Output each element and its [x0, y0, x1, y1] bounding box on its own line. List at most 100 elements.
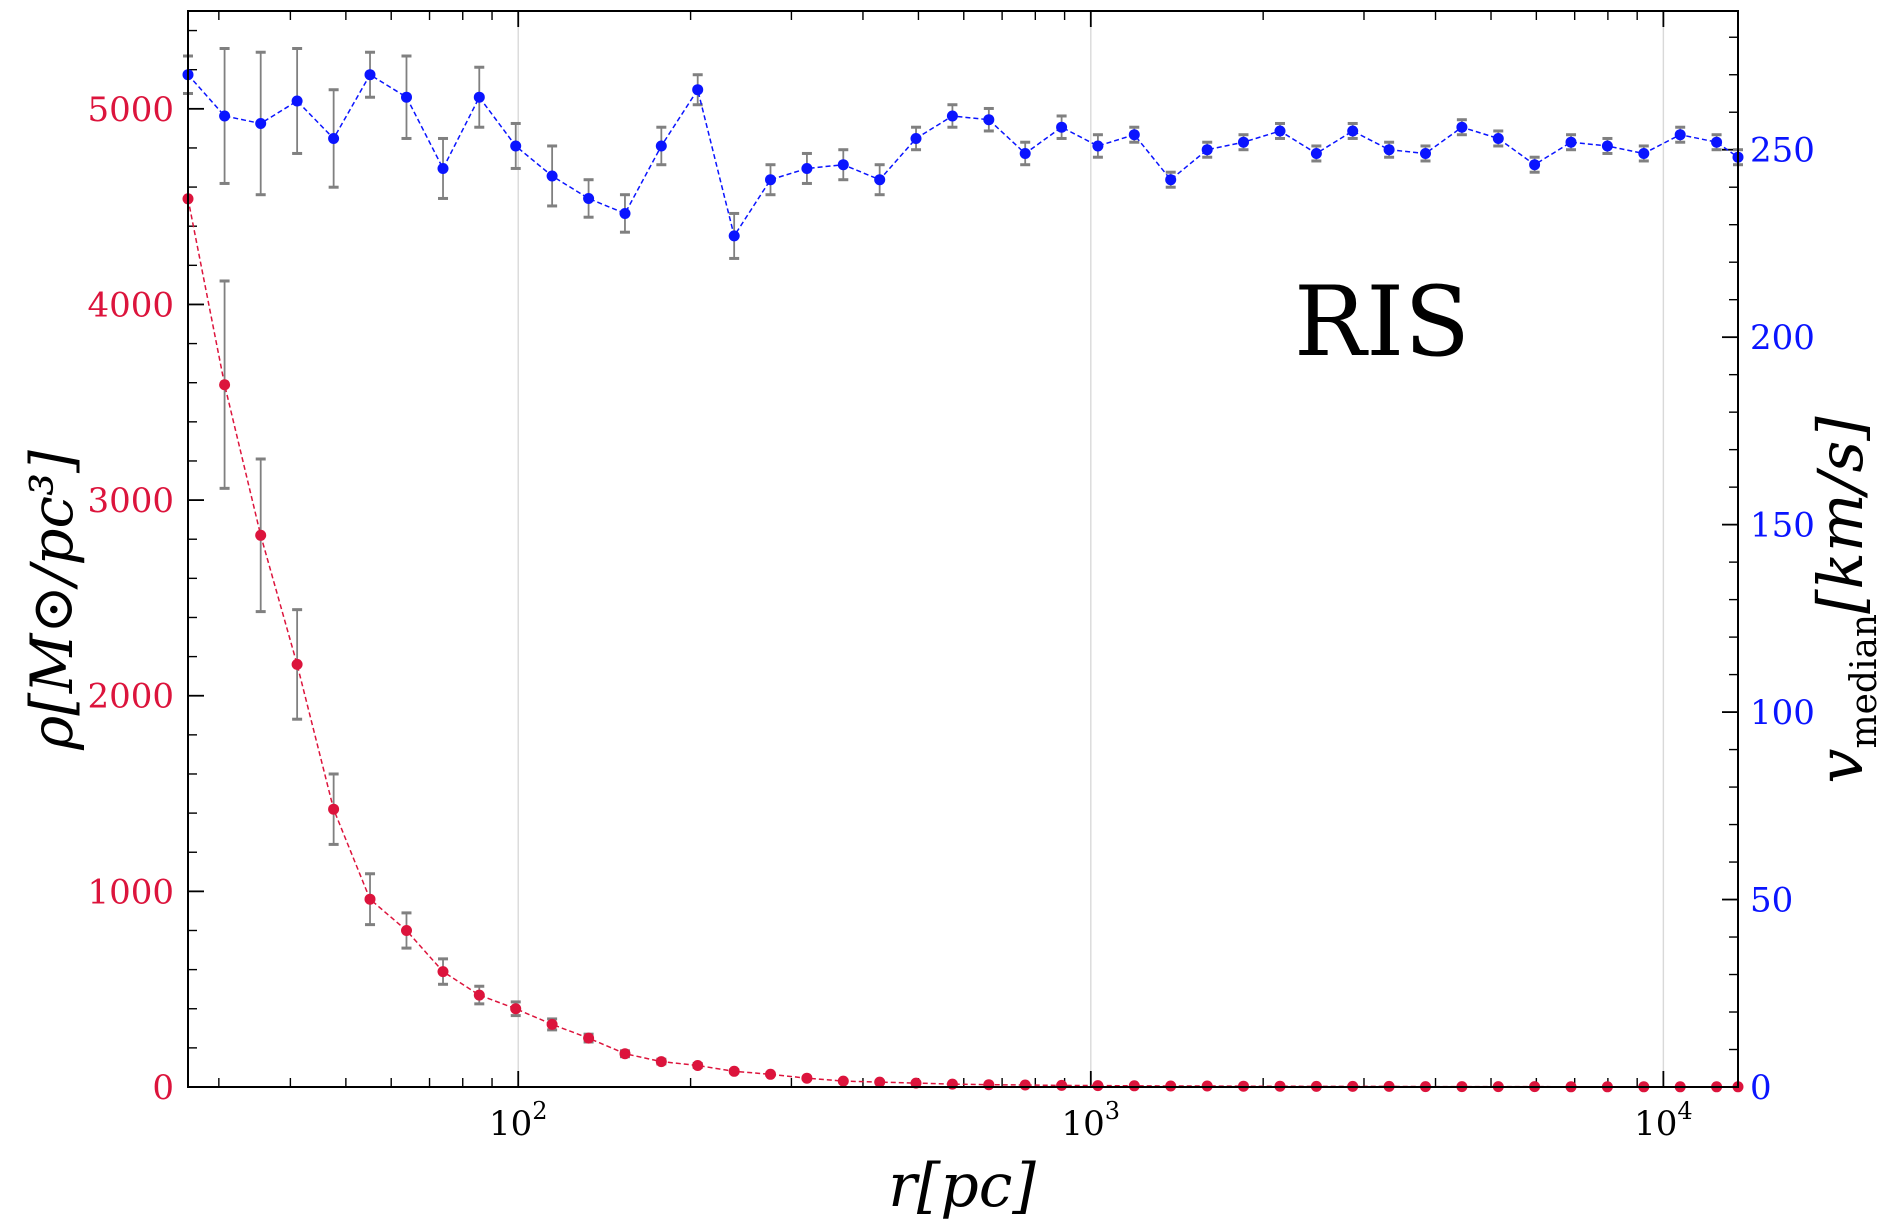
- y-left-axis-title: ρ[M⊙/pc³]: [18, 450, 86, 751]
- data-point: [1128, 1080, 1140, 1092]
- data-point: [765, 1068, 776, 1080]
- x-tick-base: 10: [1062, 1104, 1105, 1144]
- data-point: [510, 140, 522, 152]
- data-point: [619, 1048, 631, 1060]
- data-point: [1638, 148, 1650, 159]
- gridlines: [517, 11, 1665, 1087]
- data-point: [473, 989, 485, 1001]
- data-point: [291, 658, 303, 670]
- data-point: [437, 163, 449, 174]
- data-point: [692, 84, 704, 96]
- x-tick-label: 102: [489, 1097, 548, 1144]
- data-point: [546, 170, 558, 182]
- data-point: [837, 159, 849, 171]
- data-point: [1565, 136, 1577, 148]
- data-point: [728, 1065, 740, 1077]
- tick-labels: 102 103 1040100020003000400050000501001502…: [87, 90, 1814, 1144]
- x-axis-title: r[pc]: [888, 1151, 1036, 1221]
- y-left-tick-label: 1000: [87, 872, 174, 912]
- data-point: [328, 133, 340, 144]
- data-point: [692, 1060, 704, 1071]
- data-point: [910, 1077, 922, 1089]
- data-point: [1019, 1079, 1031, 1091]
- y-right-tick-label: 50: [1750, 881, 1793, 921]
- y-right-tick-label: 150: [1750, 506, 1815, 546]
- series-line: [187, 73, 1739, 238]
- y-left-tick-label: 3000: [87, 481, 174, 521]
- data-point: [1711, 136, 1723, 148]
- x-tick-exponent: 3: [1105, 1097, 1120, 1125]
- y-right-tick-label: 250: [1750, 131, 1815, 171]
- data-point: [401, 925, 412, 936]
- data-point: [874, 174, 886, 186]
- data-point: [1092, 1080, 1104, 1092]
- data-point: [1492, 133, 1504, 144]
- data-point: [1310, 148, 1322, 159]
- data-point: [837, 1075, 849, 1087]
- data-point: [983, 1079, 995, 1091]
- data-point: [255, 529, 267, 541]
- y-left-tick-label: 4000: [87, 285, 174, 325]
- y-right-axis-title-sub: median: [1844, 614, 1885, 749]
- data-point: [364, 893, 376, 905]
- data-point: [801, 1072, 813, 1084]
- data-point: [328, 803, 340, 815]
- data-point: [219, 110, 231, 122]
- x-tick-exponent: 4: [1677, 1097, 1692, 1125]
- data-point: [655, 140, 667, 152]
- y-left-tick-label: 0: [152, 1068, 174, 1108]
- data-point: [1601, 140, 1613, 152]
- x-tick-base: 10: [1634, 1104, 1677, 1144]
- data-point: [983, 114, 995, 126]
- data-point: [910, 133, 922, 144]
- x-axis-title-main: r: [888, 1151, 920, 1221]
- data-point: [510, 1003, 522, 1015]
- data-point: [801, 163, 813, 174]
- data-point: [1347, 125, 1359, 137]
- y-right-tick-label: 200: [1750, 318, 1815, 358]
- data-point: [765, 174, 776, 186]
- data-point: [655, 1056, 667, 1068]
- series-velocity: [182, 46, 1744, 260]
- data-point: [1456, 121, 1468, 133]
- data-point: [437, 966, 449, 978]
- plot-frame: [187, 10, 1739, 1088]
- data-point: [1201, 144, 1213, 156]
- data-point: [583, 1032, 595, 1044]
- x-tick-label: 103: [1062, 1097, 1121, 1144]
- data-point: [291, 95, 303, 107]
- x-axis-title-unit: [pc]: [917, 1151, 1036, 1221]
- data-point: [619, 208, 631, 219]
- y-right-tick-label: 100: [1750, 693, 1815, 733]
- data-point: [473, 91, 485, 103]
- data-point: [546, 1018, 558, 1030]
- data-point: [1238, 136, 1249, 148]
- y-left-tick-label: 2000: [87, 677, 174, 717]
- x-tick-exponent: 2: [532, 1097, 547, 1125]
- data-point: [401, 91, 412, 103]
- data-point: [1019, 148, 1031, 159]
- data-point: [1056, 1079, 1068, 1091]
- y-right-axis-title-main: v: [1804, 749, 1877, 784]
- y-left-tick-label: 5000: [87, 90, 174, 130]
- y-left-axis-title-unit: [M⊙/pc³]: [18, 450, 86, 716]
- data-point: [728, 230, 740, 242]
- chart-annotation: RIS: [1294, 266, 1470, 378]
- x-tick-base: 10: [489, 1104, 532, 1144]
- y-right-tick-label: 0: [1750, 1068, 1772, 1108]
- data-point: [1165, 174, 1177, 186]
- data-point: [1529, 159, 1541, 171]
- data-point: [583, 193, 595, 204]
- x-tick-label: 104: [1634, 1097, 1693, 1144]
- data-point: [255, 118, 267, 129]
- y-right-axis-title: vmedian[km/s]: [1804, 416, 1885, 784]
- data-point: [1092, 140, 1104, 152]
- data-point: [946, 110, 958, 122]
- data-point: [364, 69, 376, 81]
- data-point: [1056, 121, 1068, 133]
- data-point: [1128, 129, 1140, 141]
- data-point: [1420, 148, 1431, 159]
- data-point: [1674, 129, 1686, 141]
- y-right-axis-title-unit: [km/s]: [1804, 416, 1877, 614]
